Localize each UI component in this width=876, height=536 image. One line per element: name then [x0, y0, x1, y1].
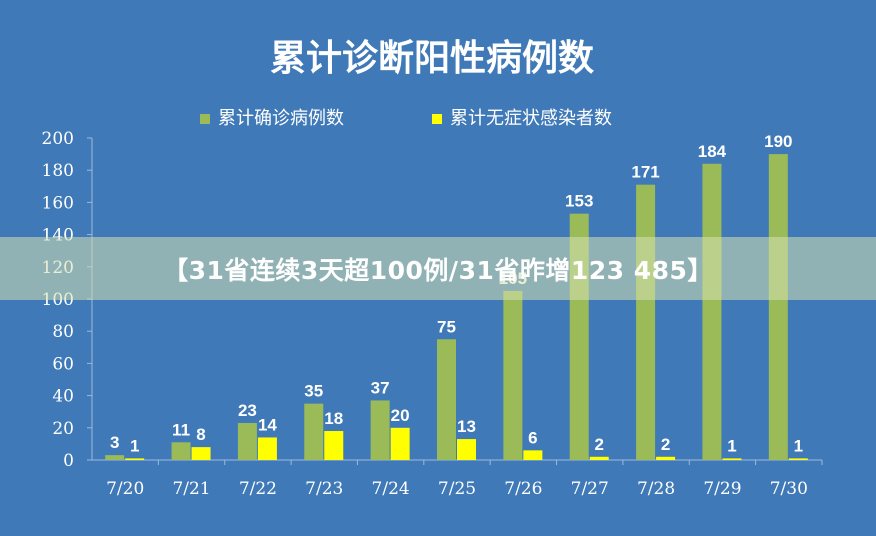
chart-title: 累计诊断阳性病例数 [270, 38, 594, 79]
bar-asymptomatic [788, 458, 808, 460]
data-label-asymptomatic: 14 [258, 415, 277, 434]
bar-confirmed [636, 184, 656, 460]
legend-label-2: 累计无症状感染者数 [450, 108, 612, 129]
bar-asymptomatic [390, 427, 410, 460]
headline-text: 【31省连续3天超100例/31省昨增123 485】 [163, 255, 713, 285]
legend-swatch-2 [432, 114, 442, 124]
bar-asymptomatic [589, 456, 609, 460]
data-label-asymptomatic: 6 [528, 428, 537, 447]
data-label-confirmed: 190 [764, 132, 792, 151]
bar-asymptomatic [722, 458, 742, 460]
x-tick-label: 7/30 [770, 479, 808, 499]
data-label-confirmed: 35 [304, 382, 323, 401]
bar-asymptomatic [457, 439, 476, 460]
bar-confirmed [237, 422, 257, 460]
data-label-asymptomatic: 1 [794, 436, 803, 455]
headline-banner: 【31省连续3天超100例/31省昨增123 485】 [0, 237, 876, 300]
data-label-asymptomatic: 18 [324, 409, 343, 428]
bar-asymptomatic [324, 431, 344, 460]
bar-confirmed [768, 154, 788, 460]
data-label-asymptomatic: 8 [196, 425, 205, 444]
bar-confirmed [437, 339, 456, 460]
y-tick-label: 40 [52, 387, 74, 407]
data-label-asymptomatic: 2 [594, 435, 603, 454]
data-label-confirmed: 171 [631, 163, 659, 182]
data-label-confirmed: 184 [698, 142, 727, 161]
x-tick-label: 7/22 [239, 479, 277, 499]
x-tick-label: 7/20 [106, 479, 144, 499]
y-tick-label: 60 [52, 354, 74, 374]
y-tick-label: 0 [63, 451, 74, 471]
y-tick-label: 20 [52, 419, 74, 439]
x-tick-label: 7/23 [305, 479, 343, 499]
data-label-confirmed: 11 [172, 420, 190, 439]
bar-confirmed [105, 455, 125, 460]
y-tick-label: 160 [42, 193, 74, 213]
data-label-asymptomatic: 1 [130, 436, 139, 455]
data-label-confirmed: 3 [110, 433, 119, 452]
y-tick-label: 200 [42, 129, 74, 149]
x-tick-label: 7/29 [703, 479, 741, 499]
bar-confirmed [702, 163, 722, 460]
data-label-confirmed: 37 [371, 378, 390, 397]
bar-asymptomatic [656, 456, 676, 460]
data-label-asymptomatic: 13 [457, 417, 476, 436]
y-tick-label: 180 [42, 161, 74, 181]
x-tick-label: 7/25 [438, 479, 476, 499]
data-label-asymptomatic: 2 [661, 435, 670, 454]
legend-label-1: 累计确诊病例数 [218, 108, 344, 129]
data-label-confirmed: 23 [238, 401, 257, 420]
x-tick-label: 7/24 [372, 479, 410, 499]
data-label-confirmed: 153 [565, 192, 593, 211]
legend-swatch-1 [200, 114, 210, 124]
bar-asymptomatic [125, 458, 145, 460]
x-tick-label: 7/27 [571, 479, 609, 499]
bar-confirmed [171, 442, 191, 460]
bar-confirmed [503, 290, 523, 460]
bar-confirmed [304, 403, 324, 460]
bar-asymptomatic [523, 450, 543, 460]
bar-asymptomatic [191, 447, 211, 460]
data-label-asymptomatic: 20 [391, 406, 410, 425]
x-tick-label: 7/26 [504, 479, 542, 499]
data-label-confirmed: 75 [437, 317, 456, 336]
x-tick-label: 7/21 [172, 479, 210, 499]
x-tick-label: 7/28 [637, 479, 675, 499]
data-label-asymptomatic: 1 [727, 436, 736, 455]
bar-asymptomatic [257, 437, 277, 460]
y-tick-label: 80 [52, 322, 74, 342]
bar-confirmed [370, 400, 390, 460]
